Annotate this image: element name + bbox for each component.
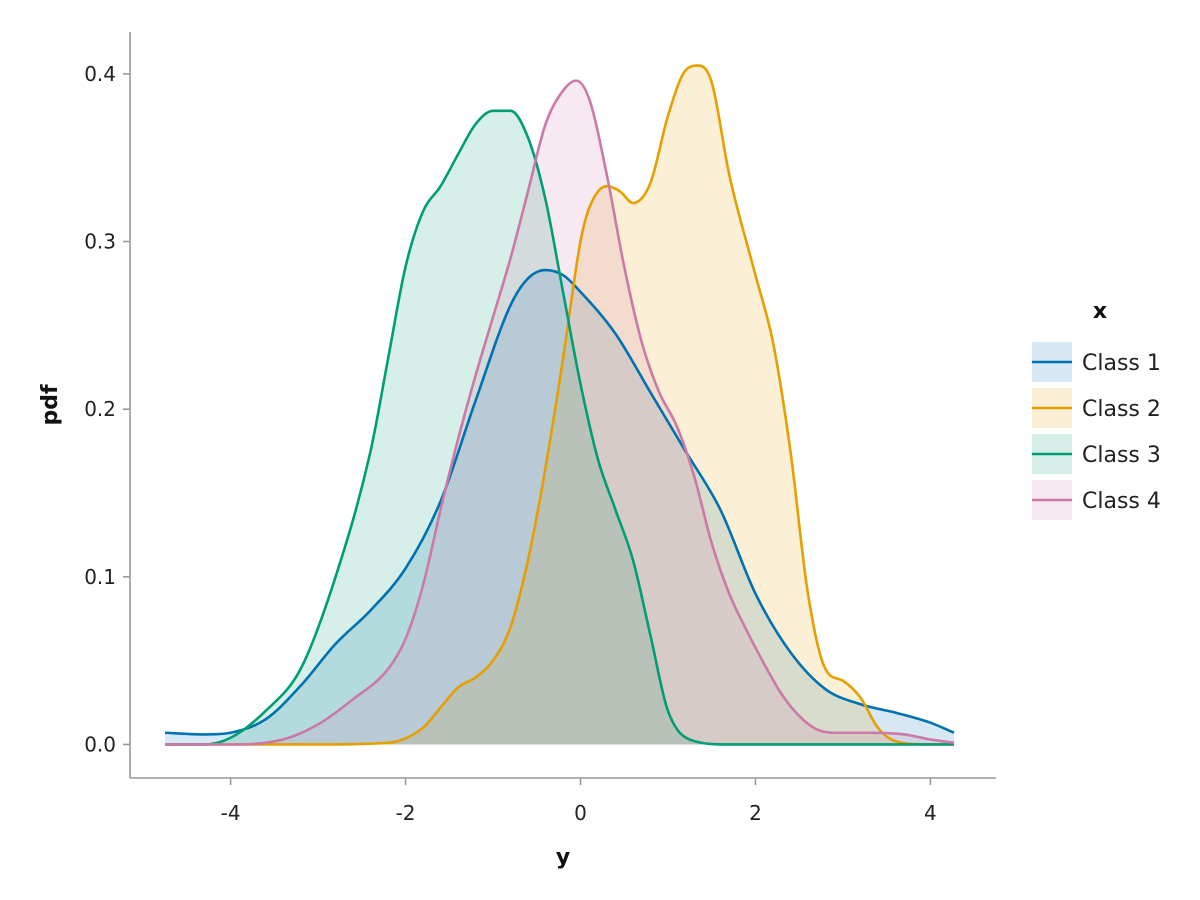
area-class-3 <box>164 110 955 745</box>
x-tick-label: 2 <box>749 801 762 825</box>
legend: x Class 1 Class 2 Class 3 Class 4 <box>1032 299 1161 520</box>
y-tick-label: 0.3 <box>84 230 116 254</box>
area-class-2 <box>164 65 955 745</box>
y-tick-label: 0.0 <box>84 732 116 756</box>
y-tick-label: 0.4 <box>84 62 116 86</box>
legend-item-class-4: Class 4 <box>1032 480 1161 520</box>
legend-item-class-1: Class 1 <box>1032 342 1161 382</box>
legend-item-class-2: Class 2 <box>1032 388 1161 428</box>
legend-label: Class 3 <box>1082 443 1161 468</box>
density-lines <box>164 64 955 746</box>
area-class-4 <box>164 80 955 745</box>
legend-label: Class 4 <box>1082 489 1161 514</box>
x-tick-label: 4 <box>924 801 937 825</box>
line-class-3 <box>164 109 955 746</box>
x-tick-label: -4 <box>221 801 241 825</box>
x-tick-label: 0 <box>574 801 587 825</box>
y-tick-label: 0.1 <box>84 565 116 589</box>
legend-item-class-3: Class 3 <box>1032 434 1161 474</box>
area-fills <box>164 65 955 745</box>
x-axis-title: y <box>556 845 570 870</box>
line-class-1 <box>164 268 955 736</box>
line-class-2 <box>164 64 955 746</box>
y-axis-title: pdf <box>38 384 63 425</box>
area-class-1 <box>164 270 955 745</box>
legend-title: x <box>1093 299 1107 324</box>
y-tick-label: 0.2 <box>84 397 116 421</box>
x-tick-label: -2 <box>396 801 416 825</box>
legend-label: Class 1 <box>1082 351 1161 376</box>
legend-label: Class 2 <box>1082 397 1161 422</box>
line-class-4 <box>164 79 955 746</box>
